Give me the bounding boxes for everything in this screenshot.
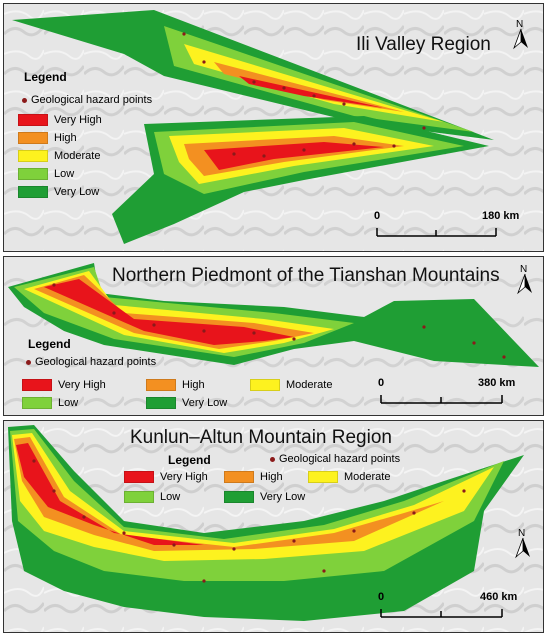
ili-hazard-label: Geological hazard points bbox=[31, 94, 153, 106]
hazard-point-icon bbox=[22, 97, 27, 103]
ili-scale-end: 180 km bbox=[482, 210, 520, 222]
ili-lower-very-high bbox=[204, 142, 384, 170]
ili-scale-bar bbox=[376, 228, 497, 237]
kunlun-legend-moderate: Moderate bbox=[308, 471, 390, 483]
ili-legend-very-low: Very Low bbox=[18, 186, 99, 198]
ili-legend-low: Low bbox=[18, 168, 74, 180]
svg-text:N: N bbox=[516, 19, 523, 30]
piedmont-legend-low: Low bbox=[22, 397, 78, 409]
piedmont-very-high bbox=[44, 279, 294, 345]
piedmont-north-arrow-icon: N bbox=[514, 263, 536, 295]
piedmont-legend-high: High bbox=[146, 379, 205, 391]
northern-piedmont-title: Northern Piedmont of the Tianshan Mounta… bbox=[112, 265, 500, 286]
kunlun-scale-start: 0 bbox=[378, 591, 385, 603]
kunlun-legend-high: High bbox=[224, 471, 283, 483]
kunlun-altun-title: Kunlun–Altun Mountain Region bbox=[130, 427, 392, 448]
ili-scale-start: 0 bbox=[374, 210, 381, 222]
svg-text:N: N bbox=[518, 528, 525, 539]
ili-upper-very-high bbox=[239, 76, 384, 108]
piedmont-scale-end: 380 km bbox=[478, 377, 516, 389]
piedmont-scale-start: 0 bbox=[378, 377, 385, 389]
piedmont-legend-title: Legend bbox=[28, 337, 71, 351]
ili-valley-panel: Ili Valley Region Legend Geological haza… bbox=[3, 3, 544, 252]
kunlun-north-arrow-icon: N bbox=[512, 527, 534, 559]
svg-text:N: N bbox=[520, 264, 527, 275]
hazard-point-icon bbox=[270, 456, 275, 462]
kunlun-hazard-label: Geological hazard points bbox=[279, 453, 401, 465]
ili-hazard-legend: Geological hazard points bbox=[22, 94, 152, 106]
piedmont-legend-very-high: Very High bbox=[22, 379, 106, 391]
kunlun-very-high bbox=[16, 443, 204, 545]
kunlun-legend-low: Low bbox=[124, 491, 180, 503]
piedmont-hazard-label: Geological hazard points bbox=[35, 356, 157, 368]
kunlun-legend-title: Legend bbox=[168, 453, 211, 467]
ili-legend-title: Legend bbox=[24, 70, 67, 84]
piedmont-legend-moderate: Moderate bbox=[250, 379, 332, 391]
ili-legend-moderate: Moderate bbox=[18, 150, 100, 162]
kunlun-altun-panel: Kunlun–Altun Mountain Region Legend Geol… bbox=[3, 420, 544, 633]
ili-valley-map bbox=[4, 4, 543, 251]
kunlun-altun-map bbox=[4, 421, 543, 632]
kunlun-legend-very-low: Very Low bbox=[224, 491, 305, 503]
piedmont-hazard-legend: Geological hazard points bbox=[26, 356, 156, 368]
kunlun-hazard-legend: Geological hazard points bbox=[270, 453, 400, 465]
kunlun-hazard-points bbox=[32, 459, 466, 583]
kunlun-scale-end: 460 km bbox=[480, 591, 518, 603]
piedmont-legend-very-low: Very Low bbox=[146, 397, 227, 409]
ili-upper-low bbox=[164, 26, 474, 132]
ili-legend-high: High bbox=[18, 132, 77, 144]
ili-hazard-points bbox=[182, 32, 426, 158]
ili-north-arrow-icon: N bbox=[510, 18, 532, 50]
piedmont-hazard-points bbox=[52, 283, 506, 359]
ili-valley-title: Ili Valley Region bbox=[356, 34, 491, 55]
ili-legend-very-high: Very High bbox=[18, 114, 102, 126]
ili-upper-moderate bbox=[184, 44, 444, 122]
kunlun-scale-bar bbox=[380, 609, 503, 618]
kunlun-legend-very-high: Very High bbox=[124, 471, 208, 483]
hazard-point-icon bbox=[26, 359, 31, 365]
piedmont-scale-bar bbox=[380, 395, 503, 404]
ili-upper-high bbox=[214, 62, 404, 112]
northern-piedmont-panel: Northern Piedmont of the Tianshan Mounta… bbox=[3, 256, 544, 416]
